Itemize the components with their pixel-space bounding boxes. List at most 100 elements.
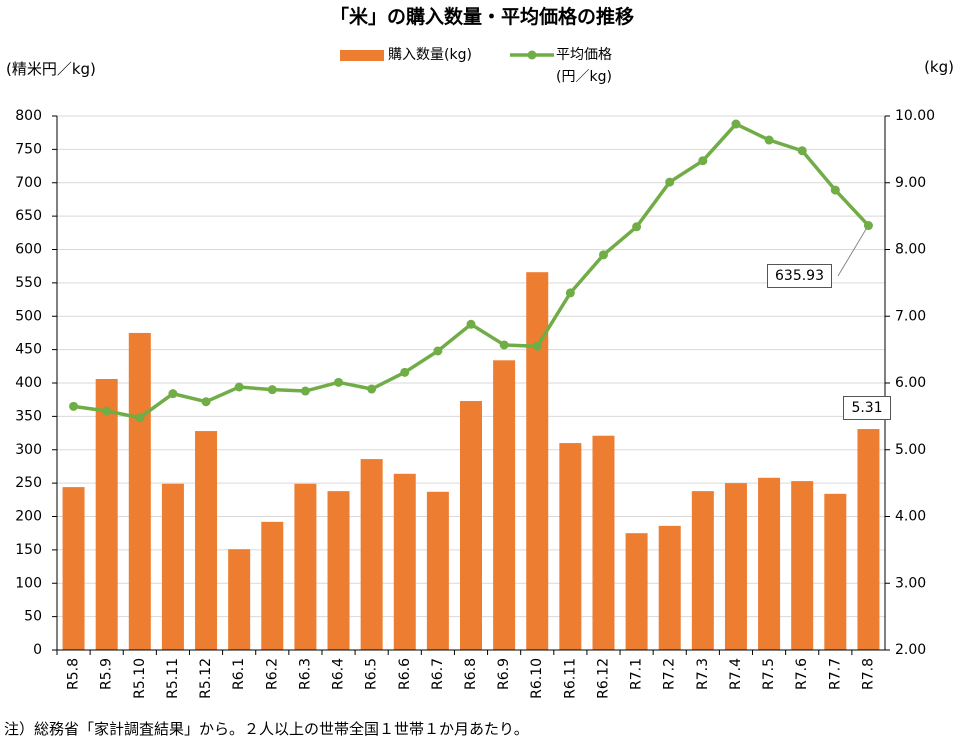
- x-tick-label: R6.12: [595, 658, 611, 699]
- y2-tick-label: 10.00: [895, 108, 935, 124]
- x-tick-label: R6.6: [397, 658, 413, 690]
- y2-tick-label: 4.00: [895, 509, 926, 525]
- line-point: [234, 382, 244, 392]
- line-point: [102, 406, 112, 416]
- note: 注）総務省「家計調査結果」から。２人以上の世帯全国１世帯１か月あたり。: [4, 720, 529, 738]
- x-tick-label: R7.3: [695, 658, 711, 690]
- x-tick-label: R7.7: [827, 658, 843, 690]
- x-tick-label: R7.6: [794, 658, 810, 690]
- y-tick-label: 150: [15, 542, 42, 558]
- y-tick-label: 700: [15, 175, 42, 191]
- bar: [526, 272, 549, 650]
- line-point: [731, 119, 741, 129]
- x-tick-label: R6.3: [297, 658, 313, 690]
- line-point: [565, 288, 575, 298]
- line-point: [632, 222, 642, 232]
- bar: [95, 378, 118, 650]
- y2-tick-label: 7.00: [895, 308, 926, 324]
- line-point: [334, 377, 344, 387]
- y2-tick-label: 2.00: [895, 642, 926, 658]
- x-tick-label: R6.9: [496, 658, 512, 690]
- y2-tick-label: 3.00: [895, 575, 926, 591]
- line-point: [466, 319, 476, 329]
- y2-axis-label: (kg): [924, 58, 954, 76]
- x-tick-label: R7.8: [860, 658, 876, 690]
- line-point: [764, 135, 774, 145]
- line-point: [300, 386, 310, 396]
- bar: [791, 481, 814, 650]
- bar: [691, 491, 714, 650]
- bar: [658, 525, 681, 650]
- line-point: [367, 384, 377, 394]
- bar: [195, 431, 218, 650]
- y-tick-label: 200: [15, 509, 42, 525]
- bar: [62, 487, 85, 650]
- legend-swatch: [340, 50, 384, 61]
- bar: [294, 483, 317, 650]
- x-tick-label: R5.10: [132, 658, 148, 699]
- bar: [559, 443, 582, 650]
- line-point: [433, 346, 443, 356]
- line-point: [532, 341, 542, 351]
- y-tick-label: 550: [15, 275, 42, 291]
- bar: [128, 332, 151, 650]
- y-tick-label: 100: [15, 575, 42, 591]
- x-tick-label: R6.7: [430, 658, 446, 690]
- y-tick-label: 300: [15, 442, 42, 458]
- bar: [261, 521, 284, 650]
- legend-label: 購入数量(kg): [388, 47, 472, 63]
- x-tick-label: R6.8: [463, 658, 479, 690]
- bar: [625, 533, 648, 650]
- line-point: [598, 250, 608, 260]
- y2-tick-label: 8.00: [895, 242, 926, 258]
- bar: [327, 491, 350, 650]
- y-tick-label: 0: [33, 642, 42, 658]
- leader-line: [837, 228, 867, 277]
- line-point: [830, 185, 840, 195]
- line-point: [267, 385, 277, 395]
- x-tick-label: R5.9: [99, 658, 115, 690]
- x-tick-label: R6.10: [529, 658, 545, 699]
- bar: [393, 473, 416, 650]
- x-tick-label: R6.1: [231, 658, 247, 690]
- bar: [426, 491, 449, 650]
- chart-title: 「米」の購入数量・平均価格の推移: [329, 6, 634, 28]
- y-tick-label: 650: [15, 208, 42, 224]
- y-axis-label: (精米円／kg): [6, 60, 96, 78]
- x-tick-label: R6.4: [331, 658, 347, 690]
- line-point: [168, 389, 178, 399]
- y-tick-label: 250: [15, 475, 42, 491]
- y-tick-label: 450: [15, 342, 42, 358]
- x-tick-label: R7.1: [629, 658, 645, 690]
- line-point: [665, 177, 675, 187]
- bar: [724, 483, 747, 650]
- line-point: [135, 413, 145, 423]
- x-tick-label: R5.11: [165, 658, 181, 699]
- bar: [857, 429, 880, 650]
- y-tick-label: 800: [15, 108, 42, 124]
- x-tick-label: R7.2: [662, 658, 678, 690]
- data-label: 5.31: [843, 396, 891, 421]
- bar: [360, 459, 383, 650]
- y2-tick-label: 6.00: [895, 375, 926, 391]
- x-tick-label: R7.5: [761, 658, 777, 690]
- legend-label: 平均価格 (円／kg): [556, 47, 612, 85]
- line-point: [863, 221, 873, 231]
- x-tick-label: R6.11: [562, 658, 578, 699]
- y-tick-label: 400: [15, 375, 42, 391]
- y2-tick-label: 9.00: [895, 175, 926, 191]
- y-tick-label: 350: [15, 408, 42, 424]
- y-tick-label: 750: [15, 141, 42, 157]
- line-point: [499, 340, 509, 350]
- x-tick-label: R6.2: [264, 658, 280, 690]
- y-tick-label: 500: [15, 308, 42, 324]
- bar: [824, 493, 847, 650]
- x-tick-label: R5.12: [198, 658, 214, 699]
- data-label: 635.93: [767, 264, 832, 288]
- line-point: [201, 397, 211, 407]
- legend-swatch: [527, 50, 537, 60]
- y2-tick-label: 5.00: [895, 442, 926, 458]
- bar: [493, 360, 516, 650]
